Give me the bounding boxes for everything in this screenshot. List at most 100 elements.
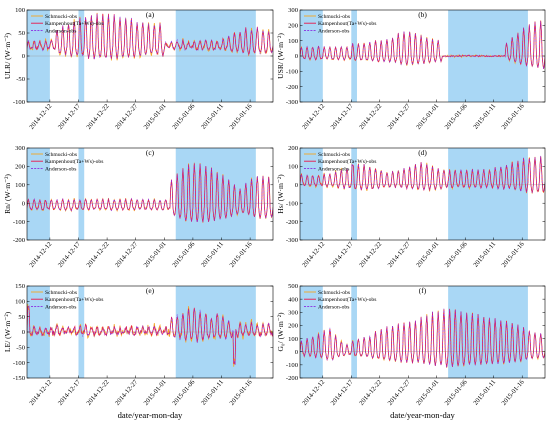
y-axis-label: Rn/ (W·m⁻²)	[3, 174, 12, 214]
x-tick-label: 2014-12-27	[387, 102, 413, 131]
series-line-anderson-obs	[27, 13, 273, 60]
series-group	[27, 162, 273, 223]
plot-frame	[26, 147, 274, 241]
x-tick-label: 2015-01-01	[143, 241, 168, 269]
x-tick-label: 2015-01-16	[501, 102, 527, 131]
x-tick-label: 2015-01-06	[171, 240, 197, 269]
chart-panel-f: (f) -200 -100 0 100 200 300 400 500 G₀/ (W·m⁻²) 20…	[276, 283, 546, 407]
x-axis-label: date/year-mon-day	[390, 410, 455, 420]
x-tick-label: 2014-12-27	[114, 102, 140, 131]
x-tick-label: 2014-12-17	[330, 240, 356, 269]
panel-label: (e)	[146, 286, 155, 295]
y-axis-label: Hs/ (W·m⁻²)	[276, 174, 285, 214]
legend-entry: Anderson-obs	[45, 28, 76, 34]
x-tick-label: 2015-01-06	[171, 102, 197, 131]
series-group	[300, 308, 545, 368]
legend-entry: Anderson-obs	[45, 166, 76, 172]
y-tick-label: 0	[295, 349, 299, 356]
x-tick-label: 2015-01-11	[472, 379, 497, 407]
y-tick-label: -50	[16, 76, 25, 83]
y-axis-label: USR/ (W·m⁻²)	[276, 33, 285, 79]
x-tick-label: 2014-12-17	[57, 102, 83, 131]
y-tick-label: -150	[13, 375, 26, 382]
y-tick-label: -300	[286, 237, 299, 244]
shaded-interval	[27, 148, 50, 240]
y-tick-label: 500	[288, 283, 299, 290]
x-tick-label: 2014-12-22	[85, 241, 110, 269]
x-tick-label: 2015-01-06	[171, 378, 197, 407]
x-tick-label: 2014-12-22	[85, 379, 110, 407]
y-tick-label: -100	[286, 362, 299, 369]
shaded-interval	[448, 148, 528, 240]
x-tick-label: 2014-12-27	[387, 240, 413, 269]
shaded-interval	[351, 148, 357, 240]
legend-entry: Kampenhout(Ta+Ws)-obs	[318, 158, 376, 165]
chart-panel-d: (d) -300 -200 -100 0 100 200 Hs/ (W·m⁻²) 2014-12…	[276, 145, 546, 269]
x-tick-label: 2014-12-12	[28, 103, 53, 131]
panel-label: (b)	[418, 10, 427, 19]
legend-entry: Anderson-obs	[45, 304, 76, 310]
x-tick-label: 2015-01-01	[143, 103, 168, 131]
legend-entry: Schmucki-obs	[318, 290, 350, 296]
x-tick-label: 2014-12-12	[28, 241, 53, 269]
legend-entry: Kampenhout(Ta+Ws)-obs	[45, 20, 103, 27]
y-tick-label: 400	[288, 296, 299, 303]
legend-entry: Kampenhout(Ta+Ws)-obs	[45, 158, 103, 165]
y-tick-label: -50	[16, 345, 25, 352]
panel-label: (c)	[146, 148, 155, 157]
y-tick-label: 300	[15, 145, 26, 152]
y-tick-label: 0	[295, 182, 299, 189]
x-tick-label: 2014-12-22	[358, 379, 383, 407]
y-tick-label: 0	[22, 53, 26, 60]
y-tick-label: -200	[13, 237, 26, 244]
y-tick-label: 200	[288, 323, 299, 330]
y-axis-label: ULR/ (W·m⁻²)	[3, 32, 12, 79]
legend-entry: Schmucki-obs	[318, 14, 350, 20]
x-tick-label: 2014-12-22	[85, 103, 110, 131]
y-tick-label: -100	[13, 99, 26, 106]
legend-entry: Kampenhout(Ta+Ws)-obs	[45, 296, 103, 303]
y-tick-label: -200	[286, 84, 299, 91]
y-tick-label: 300	[288, 309, 299, 316]
shaded-interval	[300, 148, 323, 240]
x-tick-label: 2014-12-12	[301, 241, 326, 269]
x-tick-label: 2015-01-16	[501, 240, 527, 269]
y-tick-label: 100	[288, 38, 299, 45]
x-tick-label: 2014-12-17	[57, 378, 83, 407]
x-axis-label: date/year-mon-day	[118, 410, 183, 420]
y-tick-label: 100	[15, 182, 26, 189]
series-line-anderson-obs	[300, 155, 545, 194]
x-tick-label: 2014-12-17	[330, 378, 356, 407]
legend-entry: Schmucki-obs	[45, 290, 77, 296]
y-tick-label: 100	[288, 164, 299, 171]
x-tick-label: 2015-01-11	[472, 241, 497, 269]
y-tick-label: 200	[288, 23, 299, 30]
legend-entry: Schmucki-obs	[45, 152, 77, 158]
x-tick-label: 2014-12-27	[114, 240, 140, 269]
legend-entry: Schmucki-obs	[318, 152, 350, 158]
y-tick-label: -200	[286, 219, 299, 226]
y-tick-label: 100	[15, 7, 26, 14]
x-tick-label: 2014-12-17	[330, 102, 356, 131]
x-tick-label: 2015-01-11	[200, 241, 225, 269]
legend-entry: Schmucki-obs	[45, 14, 77, 20]
y-tick-label: -300	[286, 99, 299, 106]
x-tick-label: 2014-12-27	[114, 378, 140, 407]
panel-label: (a)	[146, 10, 155, 19]
legend-entry: Anderson-obs	[318, 304, 349, 310]
series-group	[300, 155, 545, 194]
x-tick-label: 2015-01-01	[415, 241, 440, 269]
x-tick-label: 2015-01-06	[444, 378, 470, 407]
y-tick-label: -200	[286, 375, 299, 382]
legend-entry: Anderson-obs	[318, 166, 349, 172]
y-tick-label: 200	[288, 145, 299, 152]
x-tick-label: 2015-01-01	[415, 379, 440, 407]
shaded-interval	[300, 286, 323, 378]
x-tick-label: 2014-12-12	[301, 379, 326, 407]
series-group	[27, 304, 273, 367]
y-tick-label: 0	[22, 329, 26, 336]
chart-panel-b: (b) -300 -200 -100 0 100 200 300 USR/ (W·m⁻²) 201…	[276, 7, 546, 131]
x-tick-label: 2015-01-11	[200, 379, 225, 407]
x-tick-label: 2015-01-16	[229, 102, 255, 131]
panel-label: (f)	[419, 286, 427, 295]
